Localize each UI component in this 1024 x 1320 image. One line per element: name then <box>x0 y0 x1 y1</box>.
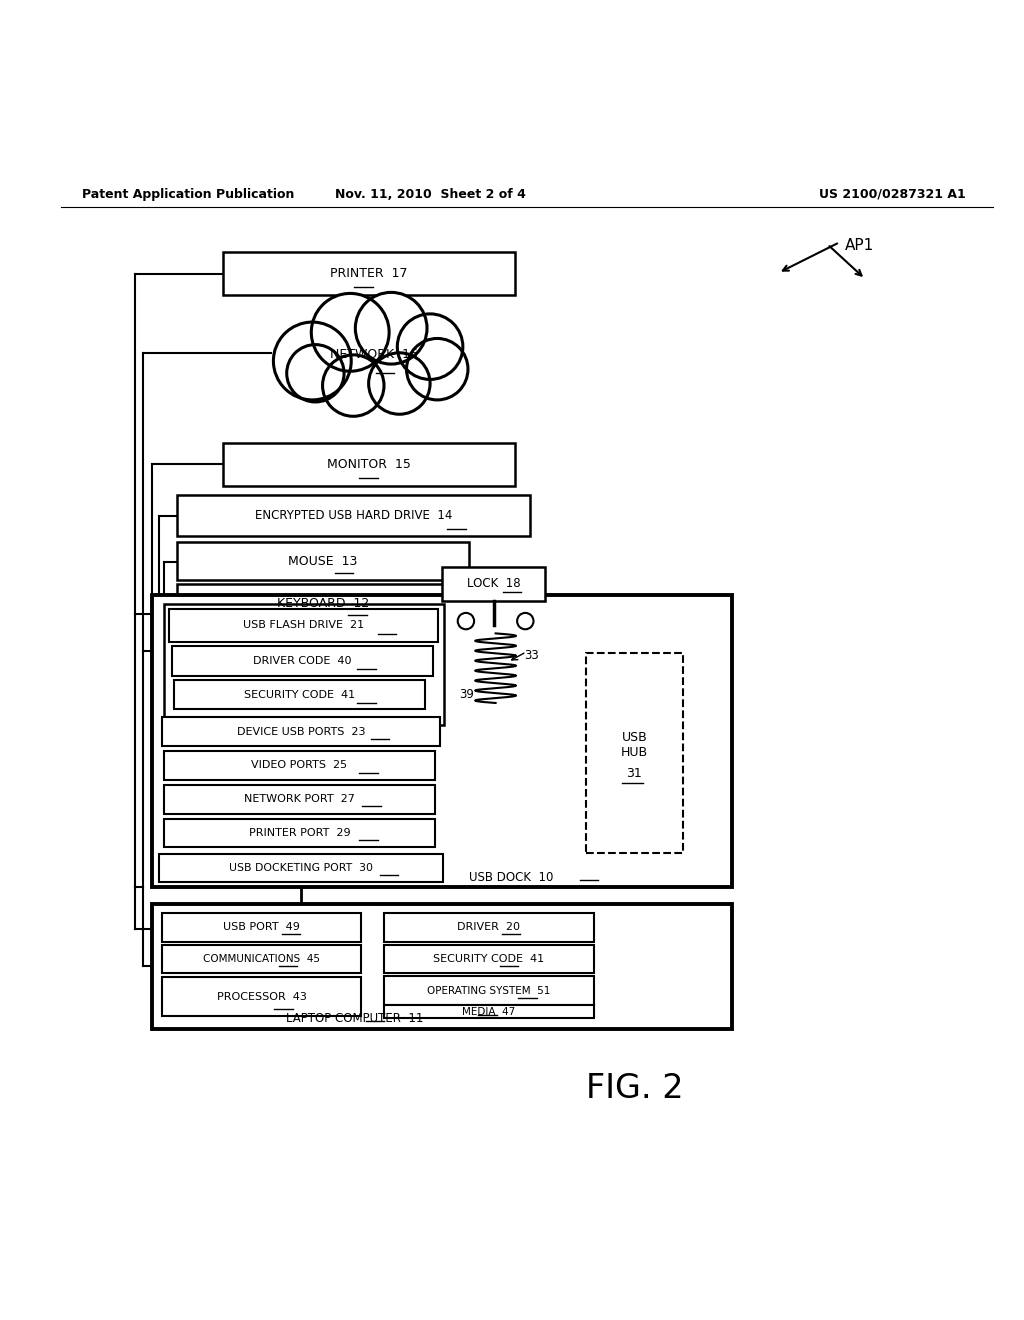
FancyBboxPatch shape <box>164 785 435 813</box>
FancyBboxPatch shape <box>586 653 683 853</box>
Text: USB DOCKETING PORT  30: USB DOCKETING PORT 30 <box>229 863 373 873</box>
Text: MEDIA  47: MEDIA 47 <box>462 1007 516 1016</box>
Text: MONITOR  15: MONITOR 15 <box>328 458 411 471</box>
Text: ENCRYPTED USB HARD DRIVE  14: ENCRYPTED USB HARD DRIVE 14 <box>255 510 453 523</box>
FancyBboxPatch shape <box>223 252 515 296</box>
FancyBboxPatch shape <box>223 444 515 486</box>
FancyBboxPatch shape <box>162 717 440 746</box>
Text: LAPTOP COMPUTER  11: LAPTOP COMPUTER 11 <box>286 1012 424 1024</box>
FancyBboxPatch shape <box>159 854 443 882</box>
Text: AP1: AP1 <box>845 238 874 253</box>
FancyBboxPatch shape <box>384 913 594 941</box>
FancyBboxPatch shape <box>442 566 545 601</box>
Text: 39: 39 <box>459 688 474 701</box>
FancyBboxPatch shape <box>172 645 433 676</box>
FancyBboxPatch shape <box>152 904 732 1028</box>
Text: Patent Application Publication: Patent Application Publication <box>82 187 294 201</box>
Text: Nov. 11, 2010  Sheet 2 of 4: Nov. 11, 2010 Sheet 2 of 4 <box>335 187 525 201</box>
Text: VIDEO PORTS  25: VIDEO PORTS 25 <box>252 760 347 771</box>
FancyBboxPatch shape <box>162 945 361 973</box>
Text: SECURITY CODE  41: SECURITY CODE 41 <box>244 690 355 700</box>
Circle shape <box>355 293 427 364</box>
Text: FIG. 2: FIG. 2 <box>586 1072 684 1105</box>
Text: 33: 33 <box>524 649 539 663</box>
FancyBboxPatch shape <box>177 585 469 622</box>
Text: 31: 31 <box>627 767 642 780</box>
Text: HUB: HUB <box>621 746 648 759</box>
FancyBboxPatch shape <box>384 1005 594 1019</box>
Text: USB DOCK  10: USB DOCK 10 <box>469 871 554 883</box>
FancyBboxPatch shape <box>169 609 438 642</box>
Circle shape <box>323 355 384 416</box>
FancyBboxPatch shape <box>164 751 435 780</box>
Text: MOUSE  13: MOUSE 13 <box>289 554 357 568</box>
Text: PROCESSOR  43: PROCESSOR 43 <box>217 991 306 1002</box>
Text: SECURITY CODE  41: SECURITY CODE 41 <box>433 954 545 964</box>
Text: NETWORK PORT  27: NETWORK PORT 27 <box>244 795 355 804</box>
Text: DRIVER CODE  40: DRIVER CODE 40 <box>253 656 352 667</box>
Circle shape <box>311 293 389 371</box>
FancyBboxPatch shape <box>164 818 435 847</box>
Text: OPERATING SYSTEM  51: OPERATING SYSTEM 51 <box>427 986 551 995</box>
FancyBboxPatch shape <box>384 977 594 1005</box>
Circle shape <box>273 322 351 400</box>
Text: DEVICE USB PORTS  23: DEVICE USB PORTS 23 <box>237 727 366 737</box>
Text: USB PORT  49: USB PORT 49 <box>223 923 300 932</box>
FancyBboxPatch shape <box>152 595 732 887</box>
Circle shape <box>369 352 430 414</box>
FancyBboxPatch shape <box>384 945 594 973</box>
FancyBboxPatch shape <box>162 913 361 941</box>
Circle shape <box>287 345 344 403</box>
Text: US 2100/0287321 A1: US 2100/0287321 A1 <box>819 187 966 201</box>
FancyBboxPatch shape <box>174 681 425 709</box>
Text: PRINTER PORT  29: PRINTER PORT 29 <box>249 828 350 838</box>
FancyBboxPatch shape <box>177 495 530 536</box>
Text: USB: USB <box>622 731 647 743</box>
Text: USB FLASH DRIVE  21: USB FLASH DRIVE 21 <box>243 620 365 630</box>
FancyBboxPatch shape <box>164 603 444 725</box>
FancyBboxPatch shape <box>162 977 361 1016</box>
Text: KEYBOARD  12: KEYBOARD 12 <box>276 597 370 610</box>
Circle shape <box>397 314 463 379</box>
Text: DRIVER  20: DRIVER 20 <box>458 923 520 932</box>
Text: LOCK  18: LOCK 18 <box>467 577 520 590</box>
Text: COMMUNICATIONS  45: COMMUNICATIONS 45 <box>203 954 321 964</box>
FancyBboxPatch shape <box>177 543 469 579</box>
Text: PRINTER  17: PRINTER 17 <box>331 268 408 280</box>
Circle shape <box>407 338 468 400</box>
Text: NETWORK  16: NETWORK 16 <box>330 348 418 362</box>
